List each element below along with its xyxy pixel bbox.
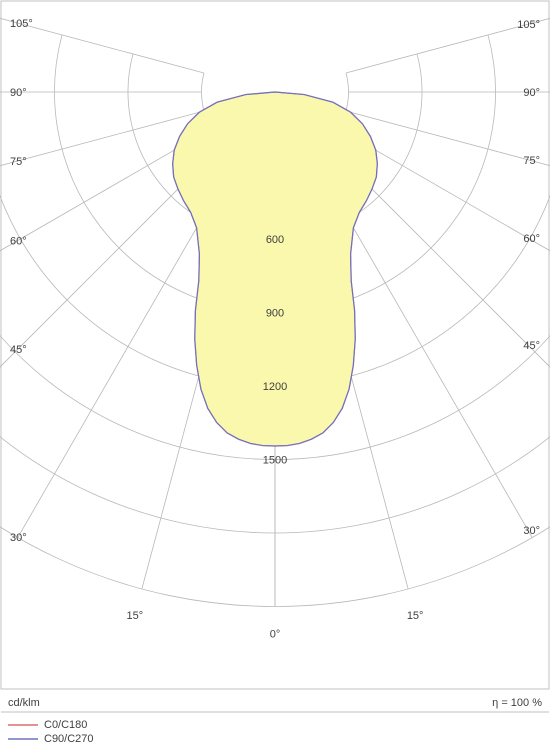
polar-chart-container: { "chart": { "type": "polar-luminous-int… (0, 0, 550, 750)
angle-label: 15° (407, 610, 424, 622)
footer-left-text: cd/klm (8, 697, 40, 709)
angle-label: 30° (523, 525, 540, 537)
angle-label: 105° (517, 19, 540, 31)
angle-label: 90° (523, 87, 540, 99)
angle-label: 60° (523, 233, 540, 245)
angle-label: 45° (523, 340, 540, 352)
angle-label: 75° (10, 156, 27, 168)
angle-label: 90° (10, 87, 27, 99)
angle-label: 60° (10, 235, 27, 247)
angle-label: 0° (270, 628, 281, 640)
grid-radial (346, 0, 550, 73)
legend-label: C90/C270 (44, 733, 94, 745)
ring-label: 900 (266, 308, 284, 320)
legend-label: C0/C180 (44, 719, 87, 731)
grid-radial (0, 0, 204, 73)
ring-label: 1200 (263, 381, 287, 393)
polar-chart-svg: 600 900 1200 1500 0° 15° 15° 30° 30° 45° 45° 60° 60°… (0, 0, 550, 750)
angle-label: 15° (127, 610, 144, 622)
angle-label: 45° (10, 344, 27, 356)
angle-label: 105° (10, 18, 33, 30)
footer-right-text: η = 100 % (492, 697, 542, 709)
ring-label: 1500 (263, 455, 287, 467)
angle-label: 75° (523, 155, 540, 167)
ring-label: 600 (266, 234, 284, 246)
angle-label: 30° (10, 532, 27, 544)
